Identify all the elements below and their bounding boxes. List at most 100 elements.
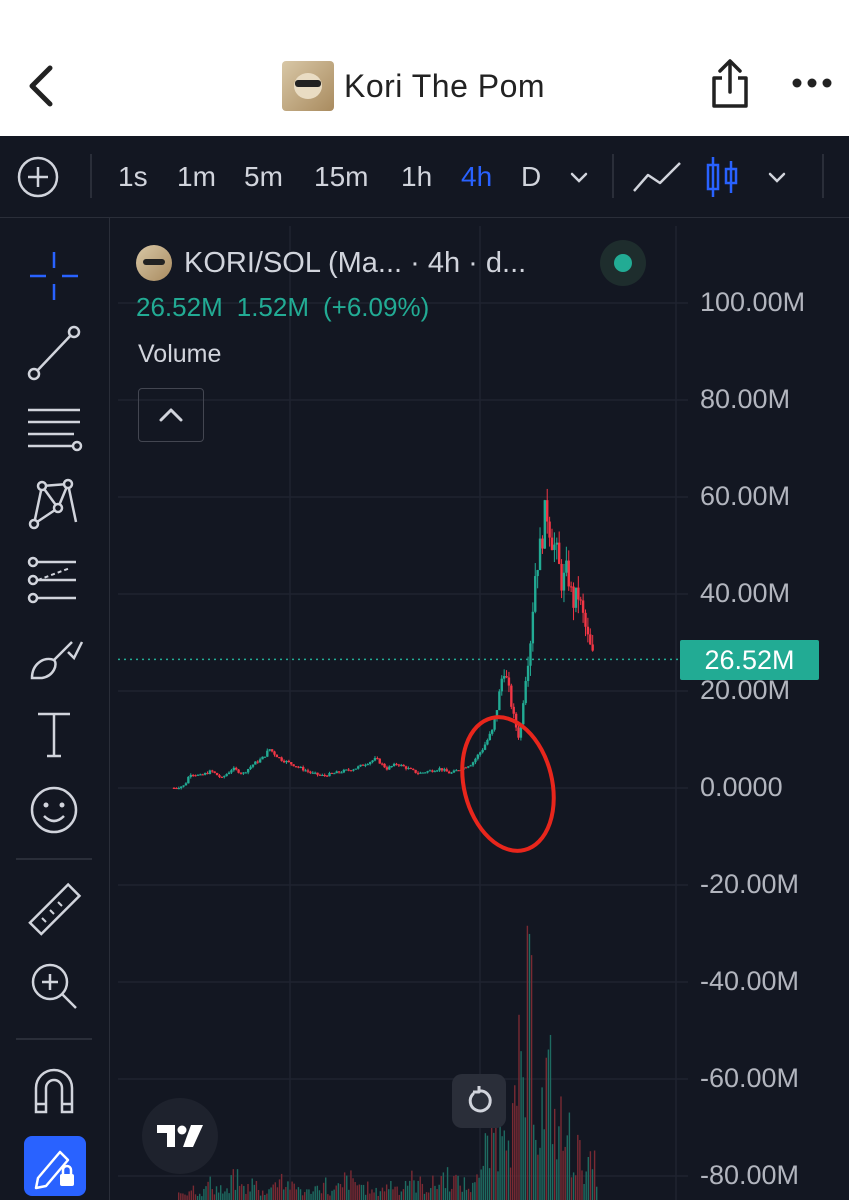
volume-bar xyxy=(457,1175,459,1200)
app-bar: Kori The Pom xyxy=(0,0,849,136)
panel-divider xyxy=(16,1038,92,1040)
emoji-tool[interactable] xyxy=(24,780,84,840)
chevron-up-icon xyxy=(159,408,183,422)
candle-body xyxy=(301,767,305,771)
candle-body xyxy=(517,727,520,738)
candle-body xyxy=(531,611,535,644)
candle-body xyxy=(457,770,460,772)
volume-bar xyxy=(511,1103,514,1200)
volume-indicator-label[interactable]: Volume xyxy=(138,340,222,368)
candle-body xyxy=(555,542,558,545)
interval-5m[interactable]: 5m xyxy=(244,161,283,192)
candle-body xyxy=(376,758,379,760)
zoom-in-tool[interactable] xyxy=(24,956,84,1016)
interval-dropdown-button[interactable] xyxy=(566,136,592,218)
candle-body xyxy=(493,719,496,730)
candle-body xyxy=(569,586,573,588)
symbol-legend[interactable]: KORI/SOL (Ma... · 4h · d... xyxy=(136,240,526,286)
toolbar-divider xyxy=(822,154,824,198)
volume-bar xyxy=(446,1167,449,1200)
collapse-indicators-button[interactable] xyxy=(138,388,204,442)
share-button[interactable] xyxy=(708,58,752,110)
add-symbol-button[interactable] xyxy=(16,136,60,218)
interval-1s[interactable]: 1s xyxy=(118,161,148,192)
volume-bar xyxy=(264,1194,266,1200)
chart-toolbar: 1s 1m 5m 15m 1h 4h D xyxy=(0,136,849,218)
reset-icon xyxy=(468,1086,492,1113)
volume-bar xyxy=(474,1182,476,1200)
candle-body xyxy=(443,769,446,771)
more-options-button[interactable] xyxy=(790,68,834,98)
volume-bar xyxy=(394,1186,396,1200)
volume-bar xyxy=(222,1193,224,1200)
candle-body xyxy=(402,764,405,767)
candle-body xyxy=(479,752,482,755)
prediction-tool[interactable] xyxy=(24,550,84,610)
tradingview-logo[interactable] xyxy=(142,1098,218,1174)
volume-bar xyxy=(444,1188,447,1200)
candle-body xyxy=(235,767,238,770)
candle-body xyxy=(223,776,226,778)
line-chart-icon xyxy=(633,162,681,192)
interval-4h[interactable]: 4h xyxy=(461,161,493,192)
ruler-tool[interactable] xyxy=(24,880,84,940)
candle-body xyxy=(505,676,508,678)
volume-bar xyxy=(287,1181,289,1200)
volume-bar xyxy=(436,1189,438,1200)
volume-bar xyxy=(570,1177,573,1200)
volume-bar xyxy=(325,1177,327,1200)
volume-bar xyxy=(356,1185,358,1200)
chart-type-candles-button[interactable] xyxy=(704,136,740,218)
candle-body xyxy=(373,758,377,761)
brush-tool[interactable] xyxy=(24,628,84,688)
volume-bar xyxy=(350,1170,352,1200)
volume-bar xyxy=(285,1187,287,1200)
candle-body xyxy=(490,729,494,734)
price-axis-label: 40.00M xyxy=(700,578,791,608)
plus-circle-icon xyxy=(17,156,59,198)
trend-line-tool[interactable] xyxy=(24,322,84,382)
candle-body xyxy=(390,766,393,768)
fib-retracement-tool[interactable] xyxy=(24,398,84,458)
chart-type-dropdown-button[interactable] xyxy=(764,136,790,218)
volume-bar xyxy=(215,1186,218,1200)
candle-body xyxy=(579,599,582,601)
back-button[interactable] xyxy=(22,62,62,110)
lock-drawings-button[interactable] xyxy=(24,1136,86,1196)
volume-bar xyxy=(585,1171,587,1200)
candle-body xyxy=(546,500,549,522)
chart-type-line-button[interactable] xyxy=(630,136,684,218)
volume-bar xyxy=(518,1014,520,1200)
candle-body xyxy=(184,783,188,786)
crosshair-tool[interactable] xyxy=(24,246,84,306)
candle-body xyxy=(395,763,398,765)
candle-body xyxy=(450,772,453,774)
interval-15m[interactable]: 15m xyxy=(314,161,369,192)
interval-1m[interactable]: 1m xyxy=(177,161,216,192)
volume-bar xyxy=(339,1184,342,1200)
chart-area[interactable] xyxy=(118,226,849,1200)
candle-body xyxy=(557,542,561,564)
volume-bar xyxy=(199,1193,201,1200)
market-status-indicator[interactable] xyxy=(600,240,646,286)
volume-bar xyxy=(406,1185,409,1200)
volume-bar xyxy=(591,1169,594,1200)
price-axis-label: -20.00M xyxy=(700,869,800,899)
candle-body xyxy=(230,770,233,773)
prediction-icon xyxy=(27,556,76,604)
volume-bar xyxy=(270,1187,272,1200)
candle-body xyxy=(553,544,556,550)
magnet-tool[interactable] xyxy=(24,1060,84,1120)
price-axis-label: 60.00M xyxy=(700,481,791,511)
candle-body xyxy=(321,775,324,777)
interval-d[interactable]: D xyxy=(521,161,542,192)
volume-bar xyxy=(201,1196,203,1200)
candle-body xyxy=(246,769,250,773)
text-tool[interactable] xyxy=(24,704,84,764)
interval-1h[interactable]: 1h xyxy=(401,161,433,192)
volume-bar xyxy=(490,1125,493,1200)
volume-bar xyxy=(461,1191,463,1200)
candle-body xyxy=(199,774,202,776)
pattern-tool[interactable] xyxy=(24,474,84,534)
reset-chart-button[interactable] xyxy=(452,1074,506,1128)
